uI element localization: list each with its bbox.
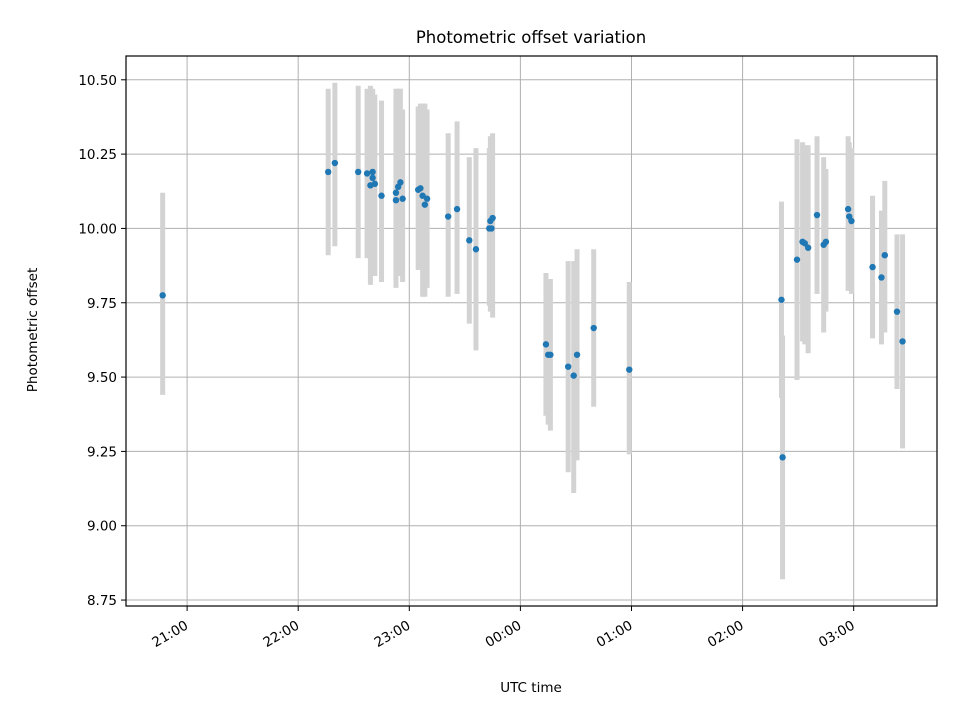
data-point bbox=[392, 196, 400, 204]
data-point bbox=[778, 296, 785, 303]
data-point bbox=[489, 214, 496, 222]
data-point bbox=[573, 351, 581, 358]
data-point bbox=[542, 341, 550, 348]
data-point bbox=[453, 205, 461, 213]
data-point bbox=[869, 263, 876, 271]
y-axis-label: Photometric offset bbox=[25, 268, 41, 392]
data-point bbox=[804, 244, 812, 251]
y-tick-label: 9.50 bbox=[87, 370, 117, 386]
data-point bbox=[881, 251, 888, 259]
y-tick-label: 9.25 bbox=[87, 444, 117, 460]
y-tick-label: 10.25 bbox=[78, 147, 117, 163]
data-point bbox=[793, 256, 801, 263]
data-point bbox=[369, 174, 376, 182]
data-point bbox=[878, 274, 885, 281]
data-point bbox=[369, 168, 376, 176]
chart-title: Photometric offset variation bbox=[416, 28, 646, 47]
data-point bbox=[423, 195, 431, 202]
axes-frame bbox=[125, 55, 938, 607]
data-point bbox=[444, 213, 452, 220]
data-point bbox=[466, 237, 473, 244]
data-point bbox=[893, 308, 901, 315]
data-point bbox=[371, 180, 379, 188]
y-tick-label: 9.75 bbox=[87, 296, 117, 312]
data-point bbox=[813, 211, 821, 219]
data-point bbox=[590, 324, 597, 332]
data-point bbox=[822, 238, 830, 246]
data-point bbox=[844, 205, 852, 213]
data-point bbox=[417, 185, 424, 192]
y-tick-label: 10.50 bbox=[78, 73, 117, 89]
data-point bbox=[354, 168, 362, 176]
data-point bbox=[324, 168, 332, 176]
data-point bbox=[564, 363, 572, 370]
y-tick-label: 8.75 bbox=[87, 593, 117, 609]
data-point bbox=[899, 338, 906, 345]
data-point bbox=[331, 159, 339, 167]
data-point bbox=[392, 189, 400, 196]
data-point bbox=[363, 170, 371, 177]
y-axis-ticks: 8.75 9.00 9.25 9.50 9.75 10.00 10.25 10.50 bbox=[78, 73, 126, 609]
data-points bbox=[159, 159, 906, 461]
y-tick-label: 10.00 bbox=[78, 221, 117, 237]
data-point bbox=[848, 217, 855, 225]
data-point bbox=[801, 240, 808, 247]
data-point bbox=[399, 195, 406, 202]
data-point bbox=[779, 454, 786, 461]
data-point bbox=[488, 225, 495, 232]
data-point bbox=[397, 179, 404, 186]
data-point bbox=[472, 246, 480, 253]
data-point bbox=[626, 366, 633, 373]
y-tick-label: 9.00 bbox=[87, 519, 117, 535]
data-point bbox=[159, 292, 166, 299]
data-point bbox=[378, 192, 385, 199]
data-point bbox=[570, 372, 577, 379]
x-axis-label: UTC time bbox=[500, 680, 562, 696]
data-point bbox=[421, 201, 429, 208]
data-point bbox=[547, 351, 554, 358]
